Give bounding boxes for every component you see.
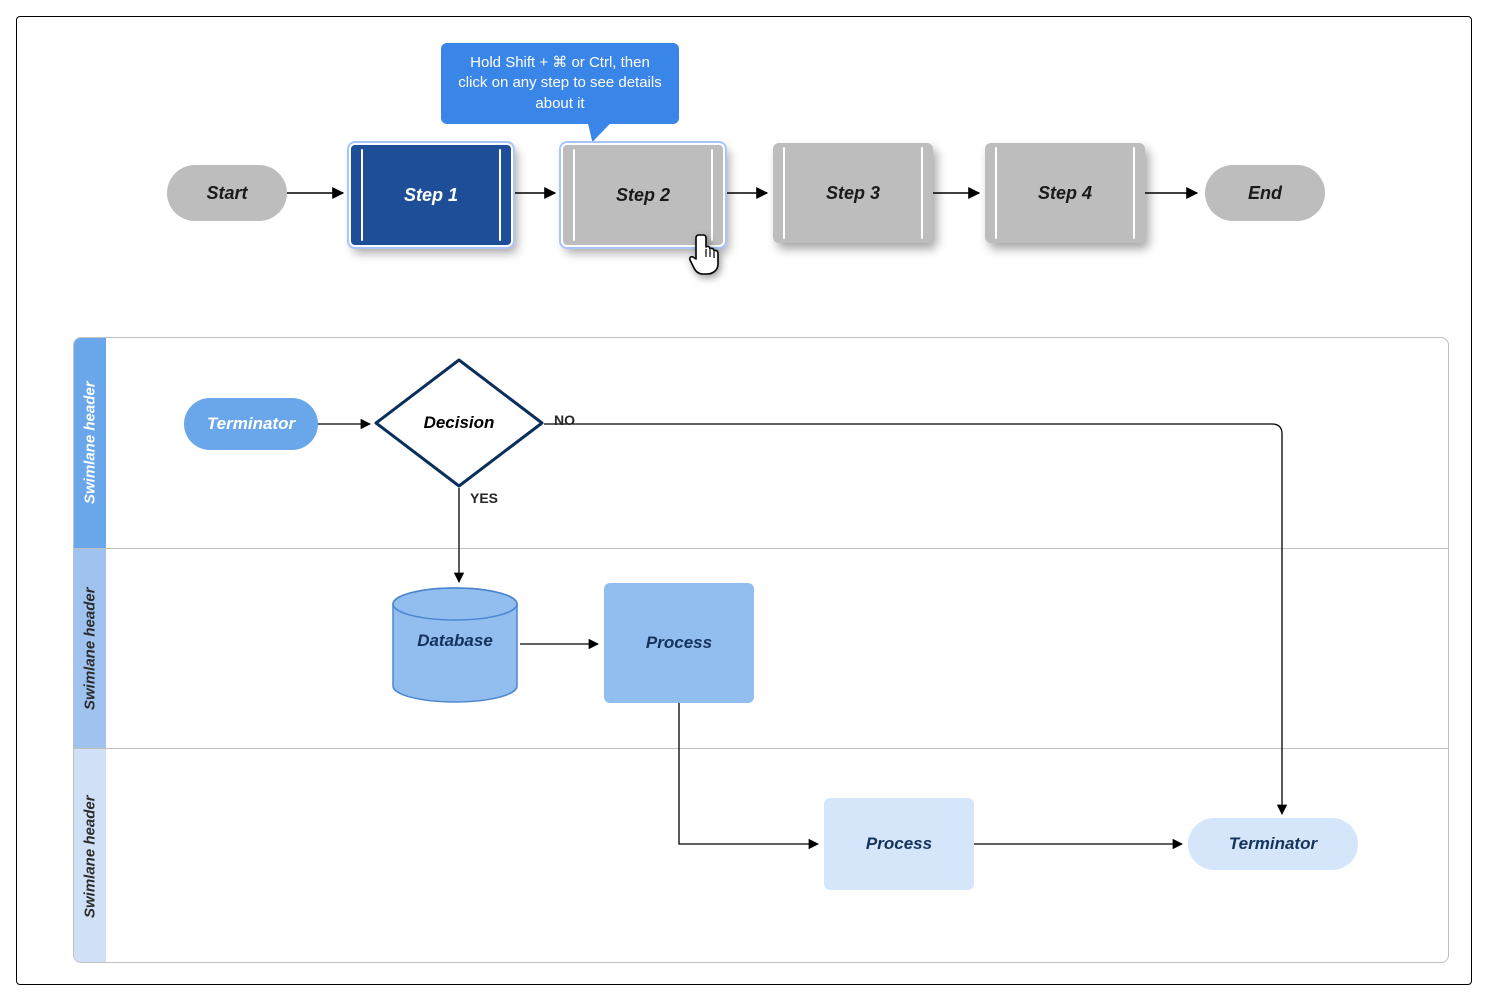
outer-frame: Hold Shift + ⌘ or Ctrl, then click on an… <box>16 16 1472 985</box>
step-2-label: Step 2 <box>616 185 670 206</box>
step-3[interactable]: Step 3 <box>773 143 933 243</box>
terminator-2-label: Terminator <box>1229 834 1317 854</box>
terminator-1-label: Terminator <box>207 414 295 434</box>
terminator-node-2[interactable]: Terminator <box>1188 818 1358 870</box>
process-node-1[interactable]: Process <box>604 583 754 703</box>
step-4[interactable]: Step 4 <box>985 143 1145 243</box>
swimlane-3-label: Swimlane header <box>82 796 99 919</box>
step-3-label: Step 3 <box>826 183 880 204</box>
swimlane-1-label: Swimlane header <box>82 382 99 505</box>
step-4-label: Step 4 <box>1038 183 1092 204</box>
database-label: Database <box>390 631 520 651</box>
tooltip-text: Hold Shift + ⌘ or Ctrl, then click on an… <box>458 54 661 112</box>
swimlane-3-header[interactable]: Swimlane header <box>74 749 106 963</box>
start-terminator[interactable]: Start <box>167 165 287 221</box>
terminator-node-1[interactable]: Terminator <box>184 398 318 450</box>
step-1-label: Step 1 <box>404 185 458 206</box>
decision-node[interactable]: Decision <box>374 358 544 488</box>
end-terminator[interactable]: End <box>1205 165 1325 221</box>
process-2-label: Process <box>866 834 932 854</box>
swimlane-2: Swimlane header <box>74 548 1448 749</box>
swimlane-container: Swimlane header Swimlane header Swimlane… <box>73 337 1449 963</box>
edge-label-no: NO <box>554 412 575 428</box>
start-label: Start <box>206 183 247 204</box>
end-label: End <box>1248 183 1282 204</box>
tooltip-callout: Hold Shift + ⌘ or Ctrl, then click on an… <box>441 43 679 124</box>
swimlane-1-header[interactable]: Swimlane header <box>74 338 106 548</box>
database-node[interactable]: Database <box>390 586 520 704</box>
step-1[interactable]: Step 1 <box>349 143 513 247</box>
swimlane-2-label: Swimlane header <box>82 588 99 711</box>
canvas: Hold Shift + ⌘ or Ctrl, then click on an… <box>0 0 1488 1001</box>
decision-label: Decision <box>374 358 544 488</box>
step-2[interactable]: Step 2 <box>561 143 725 247</box>
process-1-label: Process <box>646 633 712 653</box>
swimlane-2-header[interactable]: Swimlane header <box>74 549 106 749</box>
process-node-2[interactable]: Process <box>824 798 974 890</box>
edge-label-yes: YES <box>470 490 498 506</box>
